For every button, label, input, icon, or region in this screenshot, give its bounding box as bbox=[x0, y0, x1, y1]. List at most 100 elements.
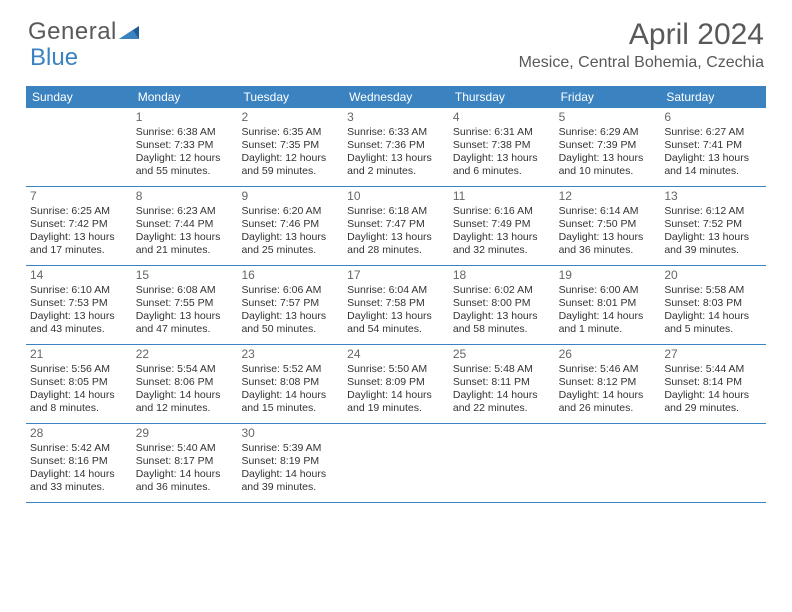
calendar-cell: 10Sunrise: 6:18 AMSunset: 7:47 PMDayligh… bbox=[343, 187, 449, 265]
day-info-line: Sunset: 8:16 PM bbox=[30, 455, 128, 468]
day-info-line: and 8 minutes. bbox=[30, 402, 128, 415]
calendar-cell: 25Sunrise: 5:48 AMSunset: 8:11 PMDayligh… bbox=[449, 345, 555, 423]
calendar-week: 14Sunrise: 6:10 AMSunset: 7:53 PMDayligh… bbox=[26, 266, 766, 345]
calendar-cell: 16Sunrise: 6:06 AMSunset: 7:57 PMDayligh… bbox=[237, 266, 343, 344]
day-info-line: Sunrise: 5:52 AM bbox=[241, 363, 339, 376]
day-info-line: Sunset: 8:01 PM bbox=[559, 297, 657, 310]
calendar-cell: 19Sunrise: 6:00 AMSunset: 8:01 PMDayligh… bbox=[555, 266, 661, 344]
day-info-line: and 2 minutes. bbox=[347, 165, 445, 178]
day-info-line: Sunrise: 6:33 AM bbox=[347, 126, 445, 139]
calendar-cell: 21Sunrise: 5:56 AMSunset: 8:05 PMDayligh… bbox=[26, 345, 132, 423]
day-info-line: and 1 minute. bbox=[559, 323, 657, 336]
day-info-line: Sunrise: 6:18 AM bbox=[347, 205, 445, 218]
day-number: 28 bbox=[30, 426, 128, 442]
day-info-line: Sunrise: 6:27 AM bbox=[664, 126, 762, 139]
day-info-line: Sunset: 8:19 PM bbox=[241, 455, 339, 468]
day-info-line: Sunrise: 6:00 AM bbox=[559, 284, 657, 297]
calendar-header-row: Sunday Monday Tuesday Wednesday Thursday… bbox=[26, 86, 766, 108]
day-info-line: Sunset: 7:35 PM bbox=[241, 139, 339, 152]
day-info-line: and 39 minutes. bbox=[241, 481, 339, 494]
day-info-line: Daylight: 14 hours bbox=[664, 310, 762, 323]
calendar-body: 1Sunrise: 6:38 AMSunset: 7:33 PMDaylight… bbox=[26, 108, 766, 503]
day-info-line: Daylight: 13 hours bbox=[241, 231, 339, 244]
day-info-line: and 36 minutes. bbox=[136, 481, 234, 494]
day-info-line: Sunset: 8:14 PM bbox=[664, 376, 762, 389]
logo-text-blue: Blue bbox=[30, 44, 78, 72]
calendar-cell: 12Sunrise: 6:14 AMSunset: 7:50 PMDayligh… bbox=[555, 187, 661, 265]
day-info-line: Daylight: 13 hours bbox=[347, 310, 445, 323]
day-info-line: Daylight: 13 hours bbox=[347, 231, 445, 244]
day-info-line: Daylight: 13 hours bbox=[136, 231, 234, 244]
day-info-line: and 14 minutes. bbox=[664, 165, 762, 178]
day-info-line: Daylight: 13 hours bbox=[241, 310, 339, 323]
calendar-cell: 2Sunrise: 6:35 AMSunset: 7:35 PMDaylight… bbox=[237, 108, 343, 186]
day-info-line: Sunset: 8:17 PM bbox=[136, 455, 234, 468]
day-info-line: Sunset: 7:33 PM bbox=[136, 139, 234, 152]
day-number: 16 bbox=[241, 268, 339, 284]
day-info-line: Daylight: 13 hours bbox=[347, 152, 445, 165]
day-number: 11 bbox=[453, 189, 551, 205]
day-info-line: Daylight: 14 hours bbox=[559, 389, 657, 402]
calendar-cell: 27Sunrise: 5:44 AMSunset: 8:14 PMDayligh… bbox=[660, 345, 766, 423]
day-info-line: Sunset: 8:12 PM bbox=[559, 376, 657, 389]
day-info-line: Daylight: 12 hours bbox=[241, 152, 339, 165]
day-number: 24 bbox=[347, 347, 445, 363]
logo-text-gray: General bbox=[28, 18, 117, 46]
day-info-line: and 5 minutes. bbox=[664, 323, 762, 336]
day-number: 27 bbox=[664, 347, 762, 363]
day-number: 12 bbox=[559, 189, 657, 205]
day-number: 21 bbox=[30, 347, 128, 363]
day-info-line: Sunrise: 6:23 AM bbox=[136, 205, 234, 218]
title-block: April 2024 Mesice, Central Bohemia, Czec… bbox=[519, 18, 764, 72]
day-info-line: Sunset: 8:06 PM bbox=[136, 376, 234, 389]
calendar-cell: 14Sunrise: 6:10 AMSunset: 7:53 PMDayligh… bbox=[26, 266, 132, 344]
calendar-cell: 3Sunrise: 6:33 AMSunset: 7:36 PMDaylight… bbox=[343, 108, 449, 186]
day-info-line: Sunset: 8:00 PM bbox=[453, 297, 551, 310]
day-number: 4 bbox=[453, 110, 551, 126]
calendar-cell: 22Sunrise: 5:54 AMSunset: 8:06 PMDayligh… bbox=[132, 345, 238, 423]
calendar-cell: 26Sunrise: 5:46 AMSunset: 8:12 PMDayligh… bbox=[555, 345, 661, 423]
calendar-cell bbox=[343, 424, 449, 502]
day-info-line: Daylight: 14 hours bbox=[664, 389, 762, 402]
day-info-line: Sunrise: 6:16 AM bbox=[453, 205, 551, 218]
day-info-line: and 21 minutes. bbox=[136, 244, 234, 257]
header-monday: Monday bbox=[132, 86, 238, 108]
day-number: 2 bbox=[241, 110, 339, 126]
calendar-week: 7Sunrise: 6:25 AMSunset: 7:42 PMDaylight… bbox=[26, 187, 766, 266]
day-info-line: Daylight: 14 hours bbox=[136, 468, 234, 481]
calendar-week: 28Sunrise: 5:42 AMSunset: 8:16 PMDayligh… bbox=[26, 424, 766, 503]
day-number: 14 bbox=[30, 268, 128, 284]
day-info-line: Sunset: 7:39 PM bbox=[559, 139, 657, 152]
day-info-line: and 58 minutes. bbox=[453, 323, 551, 336]
day-info-line: Sunset: 7:50 PM bbox=[559, 218, 657, 231]
day-info-line: Sunrise: 5:44 AM bbox=[664, 363, 762, 376]
day-info-line: and 33 minutes. bbox=[30, 481, 128, 494]
header-wednesday: Wednesday bbox=[343, 86, 449, 108]
day-number: 23 bbox=[241, 347, 339, 363]
day-info-line: and 26 minutes. bbox=[559, 402, 657, 415]
calendar-week: 1Sunrise: 6:38 AMSunset: 7:33 PMDaylight… bbox=[26, 108, 766, 187]
day-info-line: and 15 minutes. bbox=[241, 402, 339, 415]
day-info-line: Sunset: 7:49 PM bbox=[453, 218, 551, 231]
day-number: 29 bbox=[136, 426, 234, 442]
day-info-line: Daylight: 13 hours bbox=[453, 231, 551, 244]
header-thursday: Thursday bbox=[449, 86, 555, 108]
day-number: 5 bbox=[559, 110, 657, 126]
day-info-line: and 36 minutes. bbox=[559, 244, 657, 257]
day-info-line: Sunset: 7:41 PM bbox=[664, 139, 762, 152]
calendar-week: 21Sunrise: 5:56 AMSunset: 8:05 PMDayligh… bbox=[26, 345, 766, 424]
calendar-cell bbox=[555, 424, 661, 502]
day-info-line: Daylight: 14 hours bbox=[241, 389, 339, 402]
day-info-line: Sunrise: 5:56 AM bbox=[30, 363, 128, 376]
day-number: 8 bbox=[136, 189, 234, 205]
day-info-line: Sunrise: 6:35 AM bbox=[241, 126, 339, 139]
day-info-line: Sunrise: 6:25 AM bbox=[30, 205, 128, 218]
day-number: 26 bbox=[559, 347, 657, 363]
day-info-line: Sunrise: 5:54 AM bbox=[136, 363, 234, 376]
day-info-line: Daylight: 14 hours bbox=[453, 389, 551, 402]
day-number: 3 bbox=[347, 110, 445, 126]
day-info-line: Sunrise: 6:06 AM bbox=[241, 284, 339, 297]
calendar-cell: 17Sunrise: 6:04 AMSunset: 7:58 PMDayligh… bbox=[343, 266, 449, 344]
day-info-line: Sunset: 7:58 PM bbox=[347, 297, 445, 310]
day-info-line: Daylight: 14 hours bbox=[241, 468, 339, 481]
